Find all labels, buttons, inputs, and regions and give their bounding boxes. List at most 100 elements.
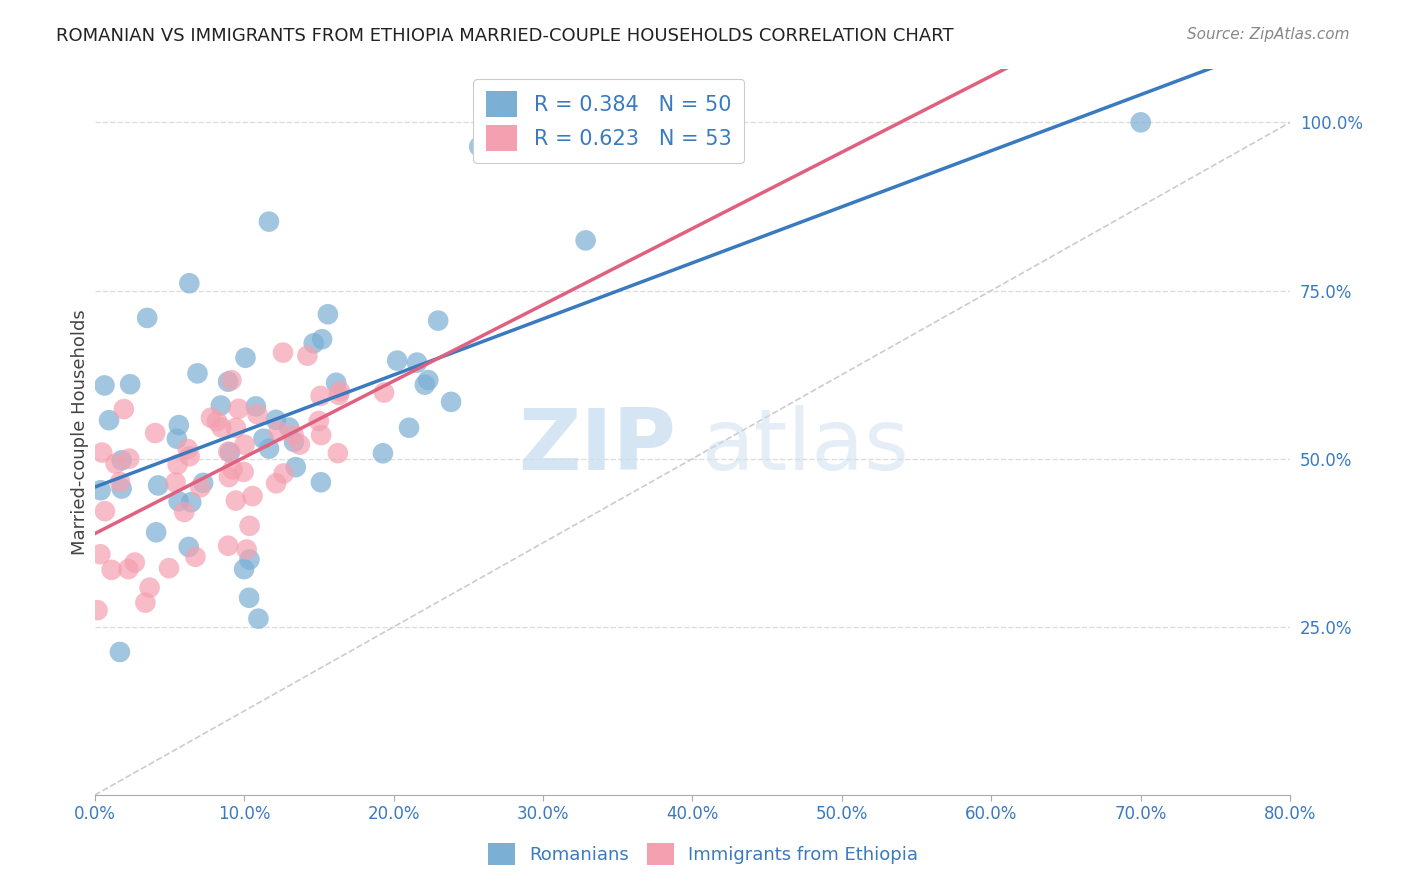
Point (468, 139, 491, 153)
Point (134, 596, 156, 610)
Point (217, 444, 239, 458)
Point (232, 465, 254, 479)
Point (205, 414, 228, 428)
Point (145, 525, 167, 540)
Legend: R = 0.384   N = 50, R = 0.623   N = 53: R = 0.384 N = 50, R = 0.623 N = 53 (474, 78, 744, 163)
Point (427, 313, 450, 327)
Point (173, 505, 195, 519)
Point (91, 445, 114, 459)
Point (233, 438, 256, 452)
Point (217, 539, 239, 553)
Point (228, 401, 250, 416)
Point (246, 407, 269, 421)
Point (217, 375, 239, 389)
Point (371, 446, 394, 460)
Point (225, 493, 247, 508)
Point (186, 367, 208, 381)
Point (180, 495, 202, 509)
Point (385, 353, 408, 368)
Point (188, 480, 211, 494)
Point (264, 476, 287, 491)
Point (329, 384, 352, 399)
Text: atlas: atlas (702, 405, 910, 488)
Point (167, 494, 190, 508)
Point (238, 591, 260, 605)
Point (288, 437, 311, 451)
Point (219, 445, 242, 459)
Point (117, 562, 139, 576)
Point (284, 460, 307, 475)
Point (308, 414, 330, 428)
Point (267, 424, 290, 438)
Point (221, 462, 243, 476)
Point (136, 310, 159, 325)
Point (245, 400, 267, 414)
Point (278, 420, 301, 434)
Point (302, 336, 325, 351)
Point (143, 425, 166, 440)
Point (184, 549, 207, 564)
Point (179, 450, 201, 464)
Point (242, 489, 264, 503)
Point (86, 603, 108, 617)
Point (157, 561, 180, 575)
Point (309, 475, 332, 490)
Point (283, 427, 305, 442)
Point (165, 475, 187, 490)
Point (273, 467, 295, 481)
Point (124, 556, 146, 570)
Point (257, 214, 280, 228)
Point (89, 547, 111, 561)
Point (177, 540, 200, 554)
Point (252, 432, 274, 446)
Point (309, 389, 332, 403)
Point (398, 421, 420, 435)
Y-axis label: Married-couple Households: Married-couple Households (72, 309, 89, 555)
Point (225, 421, 247, 435)
Point (283, 434, 305, 449)
Point (221, 373, 243, 387)
Point (90, 483, 112, 498)
Point (257, 442, 280, 456)
Point (311, 332, 333, 346)
Point (264, 413, 287, 427)
Point (328, 388, 350, 402)
Point (406, 355, 429, 369)
Legend: Romanians, Immigrants from Ethiopia: Romanians, Immigrants from Ethiopia (478, 834, 928, 874)
Point (138, 581, 160, 595)
Point (235, 351, 257, 365)
Point (209, 420, 232, 434)
Point (235, 542, 257, 557)
Point (166, 458, 188, 472)
Point (98, 413, 121, 427)
Point (413, 377, 436, 392)
Point (118, 451, 141, 466)
Point (120, 377, 142, 392)
Text: Source: ZipAtlas.com: Source: ZipAtlas.com (1187, 27, 1350, 42)
Point (418, 373, 440, 387)
Point (108, 645, 131, 659)
Point (373, 385, 395, 400)
Point (316, 307, 339, 321)
Point (218, 470, 240, 484)
Point (239, 518, 262, 533)
Point (238, 552, 260, 566)
Point (1129, 115, 1152, 129)
Point (177, 442, 200, 456)
Point (167, 418, 190, 433)
Point (104, 457, 127, 471)
Point (166, 432, 188, 446)
Point (111, 482, 134, 496)
Point (94, 504, 117, 518)
Point (100, 563, 122, 577)
Point (271, 345, 294, 359)
Point (297, 349, 319, 363)
Point (440, 395, 463, 409)
Point (233, 562, 256, 576)
Point (200, 410, 222, 425)
Point (575, 233, 598, 247)
Text: ZIP: ZIP (517, 405, 676, 488)
Point (112, 402, 135, 417)
Point (326, 446, 349, 460)
Point (209, 399, 232, 413)
